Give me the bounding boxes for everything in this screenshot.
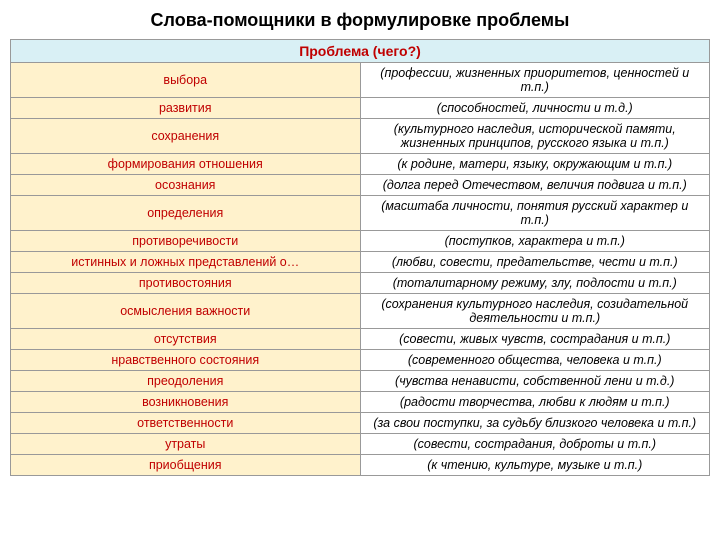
table-row: формирования отношения(к родине, матери,…: [11, 154, 710, 175]
page-title: Слова-помощники в формулировке проблемы: [10, 10, 710, 31]
example-cell: (к чтению, культуре, музыке и т.п.): [360, 455, 710, 476]
example-cell: (профессии, жизненных приоритетов, ценно…: [360, 63, 710, 98]
table-row: определения(масштаба личности, понятия р…: [11, 196, 710, 231]
table-header: Проблема (чего?): [11, 40, 710, 63]
example-cell: (культурного наследия, исторической памя…: [360, 119, 710, 154]
table-row: осознания(долга перед Отечеством, величи…: [11, 175, 710, 196]
example-cell: (сохранения культурного наследия, созида…: [360, 294, 710, 329]
helper-word-cell: осмысления важности: [11, 294, 361, 329]
example-cell: (радости творчества, любви к людям и т.п…: [360, 392, 710, 413]
example-cell: (совести, живых чувств, сострадания и т.…: [360, 329, 710, 350]
table-row: преодоления(чувства ненависти, собственн…: [11, 371, 710, 392]
helper-word-cell: противостояния: [11, 273, 361, 294]
helper-word-cell: преодоления: [11, 371, 361, 392]
example-cell: (совести, сострадания, доброты и т.п.): [360, 434, 710, 455]
example-cell: (способностей, личности и т.д.): [360, 98, 710, 119]
helper-word-cell: утраты: [11, 434, 361, 455]
table-row: противоречивости(поступков, характера и …: [11, 231, 710, 252]
example-cell: (современного общества, человека и т.п.): [360, 350, 710, 371]
table-row: сохранения(культурного наследия, историч…: [11, 119, 710, 154]
helper-word-cell: истинных и ложных представлений о…: [11, 252, 361, 273]
helper-word-cell: противоречивости: [11, 231, 361, 252]
table-row: отсутствия(совести, живых чувств, состра…: [11, 329, 710, 350]
table-row: осмысления важности(сохранения культурно…: [11, 294, 710, 329]
table-row: нравственного состояния(современного общ…: [11, 350, 710, 371]
helper-word-cell: ответственности: [11, 413, 361, 434]
example-cell: (любви, совести, предательстве, чести и …: [360, 252, 710, 273]
helper-word-cell: приобщения: [11, 455, 361, 476]
table-row: противостояния(тоталитарному режиму, злу…: [11, 273, 710, 294]
helper-words-table: Проблема (чего?) выбора(профессии, жизне…: [10, 39, 710, 476]
example-cell: (к родине, матери, языку, окружающим и т…: [360, 154, 710, 175]
example-cell: (тоталитарному режиму, злу, подлости и т…: [360, 273, 710, 294]
helper-word-cell: развития: [11, 98, 361, 119]
table-row: истинных и ложных представлений о…(любви…: [11, 252, 710, 273]
example-cell: (за свои поступки, за судьбу близкого че…: [360, 413, 710, 434]
example-cell: (чувства ненависти, собственной лени и т…: [360, 371, 710, 392]
helper-word-cell: осознания: [11, 175, 361, 196]
table-row: утраты(совести, сострадания, доброты и т…: [11, 434, 710, 455]
table-row: приобщения(к чтению, культуре, музыке и …: [11, 455, 710, 476]
example-cell: (масштаба личности, понятия русский хара…: [360, 196, 710, 231]
helper-word-cell: формирования отношения: [11, 154, 361, 175]
helper-word-cell: выбора: [11, 63, 361, 98]
example-cell: (поступков, характера и т.п.): [360, 231, 710, 252]
table-row: развития(способностей, личности и т.д.): [11, 98, 710, 119]
example-cell: (долга перед Отечеством, величия подвига…: [360, 175, 710, 196]
table-row: возникновения(радости творчества, любви …: [11, 392, 710, 413]
table-row: ответственности(за свои поступки, за суд…: [11, 413, 710, 434]
helper-word-cell: отсутствия: [11, 329, 361, 350]
helper-word-cell: сохранения: [11, 119, 361, 154]
helper-word-cell: нравственного состояния: [11, 350, 361, 371]
helper-word-cell: возникновения: [11, 392, 361, 413]
table-row: выбора(профессии, жизненных приоритетов,…: [11, 63, 710, 98]
helper-word-cell: определения: [11, 196, 361, 231]
